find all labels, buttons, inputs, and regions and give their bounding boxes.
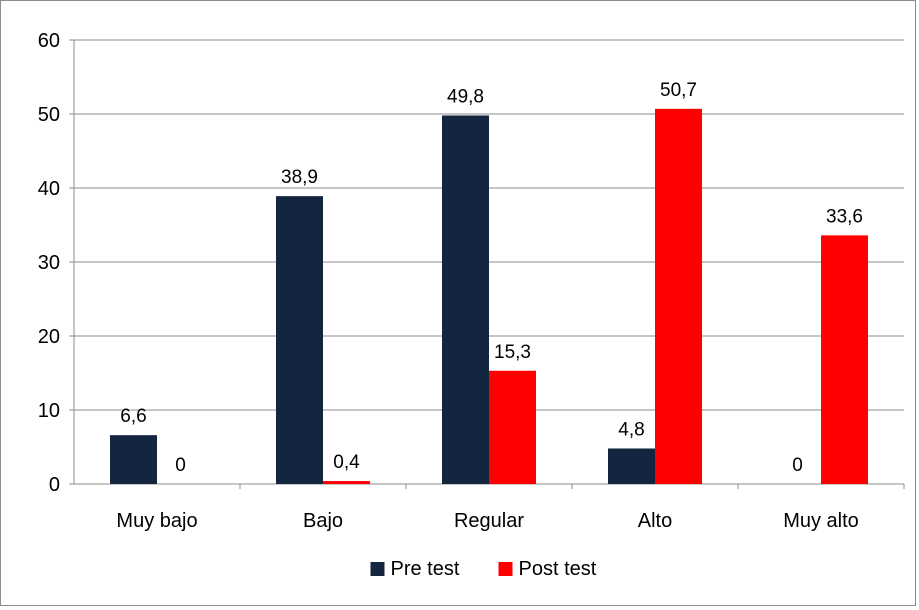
legend-label-post-test: Post test bbox=[519, 558, 597, 580]
y-tick-label: 30 bbox=[38, 252, 60, 274]
legend-swatch-post-test bbox=[498, 562, 513, 576]
bar-post-test bbox=[821, 235, 868, 484]
bar-post-test bbox=[489, 370, 536, 484]
data-labels: 6,6 0 38,9 0,4 49,8 15,3 4,8 50,7 0 33,6 bbox=[120, 80, 863, 476]
data-label: 0 bbox=[792, 455, 803, 476]
data-label: 0 bbox=[175, 455, 186, 476]
data-label: 4,8 bbox=[618, 419, 644, 440]
y-tick-label: 10 bbox=[38, 400, 60, 422]
y-tick-label: 0 bbox=[49, 474, 60, 496]
y-tick-label: 60 bbox=[38, 30, 60, 52]
bar-pre-test bbox=[608, 448, 655, 484]
bar-pre-test bbox=[110, 435, 157, 484]
data-label: 33,6 bbox=[826, 206, 863, 227]
data-label: 6,6 bbox=[120, 406, 146, 427]
legend-label-pre-test: Pre test bbox=[391, 558, 460, 580]
x-category-label: Muy bajo bbox=[116, 510, 197, 532]
y-tick-label: 50 bbox=[38, 104, 60, 126]
data-label: 38,9 bbox=[281, 167, 318, 188]
y-tick-label: 20 bbox=[38, 326, 60, 348]
x-category-label: Bajo bbox=[303, 510, 343, 532]
bar-pre-test bbox=[276, 196, 323, 484]
legend-swatch-pre-test bbox=[370, 562, 385, 576]
data-label: 49,8 bbox=[447, 86, 484, 107]
data-label: 15,3 bbox=[494, 342, 531, 363]
bar-pre-test bbox=[442, 115, 489, 484]
bar-post-test bbox=[655, 108, 702, 484]
bars bbox=[110, 108, 868, 484]
y-axis-ticks: 0 10 20 30 40 50 60 bbox=[38, 30, 60, 496]
x-axis-categories: Muy bajo Bajo Regular Alto Muy alto bbox=[116, 510, 858, 532]
legend: Pre test Post test bbox=[370, 558, 597, 580]
data-label: 50,7 bbox=[660, 80, 697, 101]
bar-post-test bbox=[323, 481, 370, 484]
x-category-label: Alto bbox=[638, 510, 672, 532]
data-label: 0,4 bbox=[333, 452, 360, 473]
x-category-label: Regular bbox=[454, 510, 524, 532]
y-tick-label: 40 bbox=[38, 178, 60, 200]
x-category-label: Muy alto bbox=[783, 510, 859, 532]
